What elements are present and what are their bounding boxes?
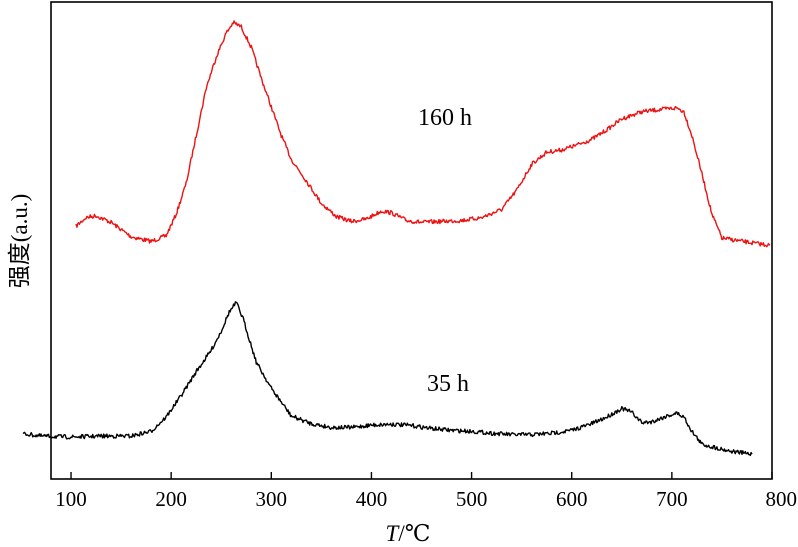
- x-tick-label-200: 200: [155, 487, 187, 511]
- series-labels: 160 h 35 h: [418, 105, 472, 397]
- axis-frame: [50, 1, 773, 480]
- x-tick-label-100: 100: [55, 487, 87, 511]
- x-tick-label-500: 500: [456, 487, 488, 511]
- series-label-35h: 35 h: [427, 371, 469, 397]
- x-tick-label-600: 600: [556, 487, 588, 511]
- x-tick-label-300: 300: [256, 487, 288, 511]
- x-axis-title-symbol: T: [386, 521, 401, 546]
- y-axis-title: 强度(a.u.): [7, 194, 32, 289]
- x-tick-label-800: 800: [766, 487, 798, 511]
- series-label-160h: 160 h: [418, 105, 472, 131]
- x-tick-label-400: 400: [356, 487, 388, 511]
- x-tick-label-700: 700: [656, 487, 688, 511]
- plot-area: [22, 20, 771, 457]
- x-axis-ticks: 100 200 300 400 500 600 700 800: [55, 472, 797, 511]
- series-line-160h: [75, 20, 771, 248]
- series-line-35h: [22, 301, 753, 457]
- x-axis-title-unit: /℃: [398, 521, 430, 546]
- x-axis-title: T/℃: [386, 521, 431, 546]
